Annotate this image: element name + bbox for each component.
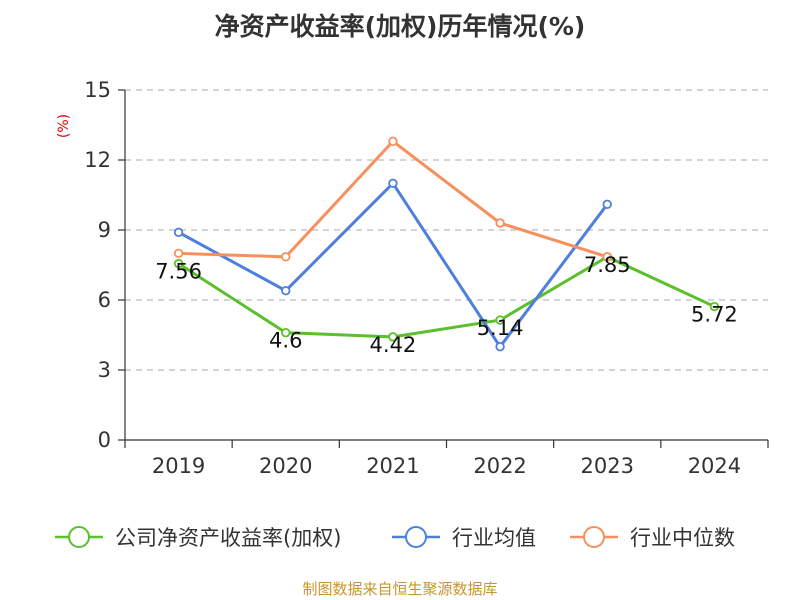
legend-marker (583, 526, 605, 548)
y-tick-label: 6 (98, 288, 111, 312)
data-point (602, 252, 612, 262)
data-point (495, 218, 505, 228)
data-point (388, 136, 398, 147)
y-tick-label: 12 (84, 148, 111, 172)
data-point (281, 252, 291, 262)
x-tick-label: 2019 (152, 454, 205, 478)
y-tick-label: 9 (98, 218, 111, 242)
legend-label: 公司净资产收益率(加权) (115, 526, 341, 550)
data-label: 4.42 (370, 333, 417, 357)
legend-item-2[interactable]: 行业中位数 (570, 526, 735, 550)
data-point (388, 332, 398, 342)
legend-label: 行业中位数 (630, 526, 735, 550)
data-point (281, 327, 291, 338)
series-1 (173, 178, 612, 352)
series-line (178, 139, 608, 259)
data-point (388, 178, 398, 189)
series-line (177, 181, 609, 349)
y-tick-label: 3 (98, 358, 111, 382)
legend-item-1[interactable]: 行业均值 (392, 526, 536, 550)
legend-marker (405, 526, 427, 548)
axes: 0 3 6 9 12 15 2019 2020 2021 2022 2023 2024 (84, 78, 769, 478)
y-tick-label: 15 (84, 78, 111, 102)
data-point (495, 315, 505, 325)
legend-item-0[interactable]: 公司净资产收益率(加权) (55, 526, 341, 550)
data-point (173, 248, 184, 259)
data-point (173, 258, 184, 269)
data-point (709, 301, 720, 312)
x-tick-label: 2024 (688, 454, 741, 478)
legend[interactable]: 公司净资产收益率(加权) 行业均值 行业中位数 (55, 526, 735, 550)
x-tick-label: 2021 (366, 454, 419, 478)
data-label: 7.85 (584, 253, 631, 277)
legend-marker (68, 526, 90, 548)
chart-title: 净资产收益率(加权)历年情况(%) (215, 12, 586, 41)
data-label: 5.14 (477, 316, 524, 340)
y-tick-label: 0 (98, 428, 111, 452)
y-unit-label: (%) (56, 114, 72, 138)
data-point (281, 285, 291, 296)
series-2 (173, 136, 612, 262)
legend-label: 行业均值 (452, 526, 536, 550)
data-point (602, 199, 612, 210)
series-group (173, 136, 720, 352)
data-label: 4.6 (269, 329, 302, 353)
data-labels: 7.56 4.6 4.42 5.14 7.85 5.72 (155, 253, 738, 357)
x-tick-label: 2022 (473, 454, 526, 478)
grid (125, 89, 768, 371)
data-label: 7.56 (155, 260, 202, 284)
x-tick-label: 2023 (581, 454, 634, 478)
source-note: 制图数据来自恒生聚源数据库 (302, 580, 497, 598)
x-tick-label: 2020 (259, 454, 312, 478)
data-label: 5.72 (691, 303, 738, 327)
data-point (495, 341, 505, 352)
data-point (173, 227, 184, 238)
series-line (177, 255, 716, 339)
